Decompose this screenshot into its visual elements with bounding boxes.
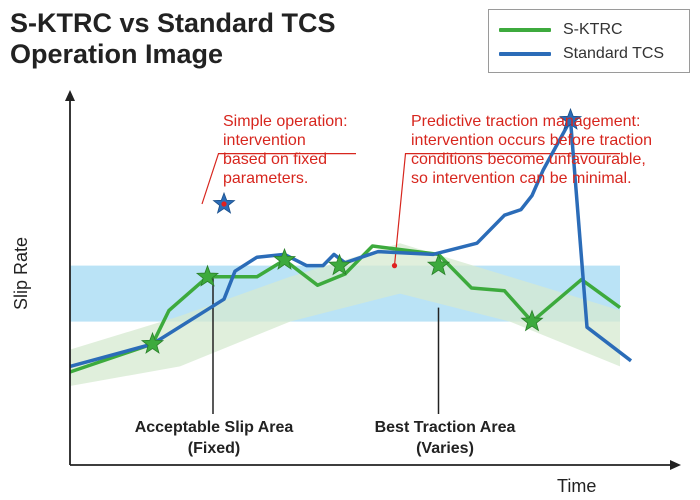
best-traction-band: [70, 243, 620, 386]
predictive-note-anchor-dot: [391, 263, 398, 269]
predictive-management-note: Predictive traction management: interven…: [411, 112, 652, 188]
legend: S-KTRC Standard TCS: [488, 9, 690, 73]
title-line-1: S-KTRC vs Standard TCS: [10, 8, 336, 38]
y-axis-arrowhead: [65, 90, 75, 101]
s-ktrc-series-line: [69, 244, 622, 374]
best-traction-area-subtitle: (Varies): [416, 440, 474, 457]
standard-tcs-series-line: [69, 118, 633, 369]
s-ktrc-intervention-star: [426, 253, 451, 276]
simple-operation-note-line: based on fixed: [223, 151, 328, 168]
s-ktrc-intervention-star: [327, 253, 352, 276]
legend-swatch-standard-tcs: [499, 52, 551, 56]
legend-swatch-s-ktrc: [499, 28, 551, 32]
s-ktrc-intervention-star: [520, 309, 544, 332]
simple-operation-note-line: parameters.: [223, 170, 309, 187]
simple-operation-note: Simple operation: intervention based on …: [223, 112, 348, 188]
predictive-note-line: Predictive traction management:: [411, 113, 641, 130]
simple-note-anchor-dot: [221, 201, 227, 207]
best-traction-area-label: Best Traction Area (Varies): [345, 417, 545, 459]
acceptable-slip-area-label: Acceptable Slip Area (Fixed): [114, 417, 314, 459]
s-ktrc-intervention-star: [195, 264, 220, 287]
simple-operation-note-line: intervention: [223, 132, 306, 149]
x-axis-arrowhead: [670, 460, 681, 470]
acceptable-slip-area-title: Acceptable Slip Area: [134, 419, 294, 436]
best-traction-area-title: Best Traction Area: [374, 419, 516, 436]
chart-title: S-KTRC vs Standard TCS Operation Image: [10, 8, 336, 70]
predictive-note-leader: [393, 153, 620, 266]
legend-label-s-ktrc: S-KTRC: [563, 21, 623, 38]
s-ktrc-intervention-star: [272, 247, 297, 270]
simple-operation-note-line: Simple operation:: [223, 113, 348, 130]
predictive-note-line: intervention occurs before traction: [411, 132, 653, 149]
title-line-2: Operation Image: [10, 39, 224, 69]
acceptable-slip-area-subtitle: (Fixed): [187, 440, 241, 457]
legend-label-standard-tcs: Standard TCS: [563, 45, 665, 62]
y-axis-title: Slip Rate: [11, 236, 31, 310]
x-axis-title: Time: [557, 476, 597, 496]
predictive-note-line: so intervention can be minimal.: [411, 170, 632, 187]
standard-tcs-intervention-star: [558, 107, 583, 130]
predictive-note-line: conditions become unfavourable,: [411, 151, 646, 168]
s-ktrc-intervention-star: [140, 331, 165, 354]
simple-note-leader: [201, 153, 356, 205]
